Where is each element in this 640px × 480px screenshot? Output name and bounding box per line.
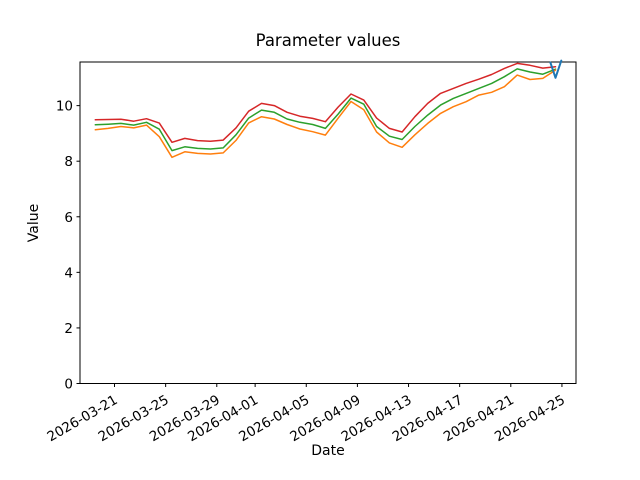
chart-generated-layer: 02468102026-03-212026-03-252026-03-29202… [45,59,577,445]
y-tick-label: 6 [64,210,73,226]
series-lower-line [94,69,557,159]
chart-title: Parameter values [256,31,401,50]
plot-border [79,61,577,384]
y-tick-label: 2 [64,321,73,337]
x-axis-label: Date [311,443,344,459]
series-observed-line [549,59,563,79]
y-axis-label: Value [26,204,42,242]
y-tick-label: 4 [64,265,73,281]
y-tick-label: 8 [64,154,73,170]
y-tick-label: 0 [64,377,73,393]
y-tick-label: 10 [56,99,73,115]
series-middle-line [94,68,557,152]
series-upper-line [94,62,557,144]
